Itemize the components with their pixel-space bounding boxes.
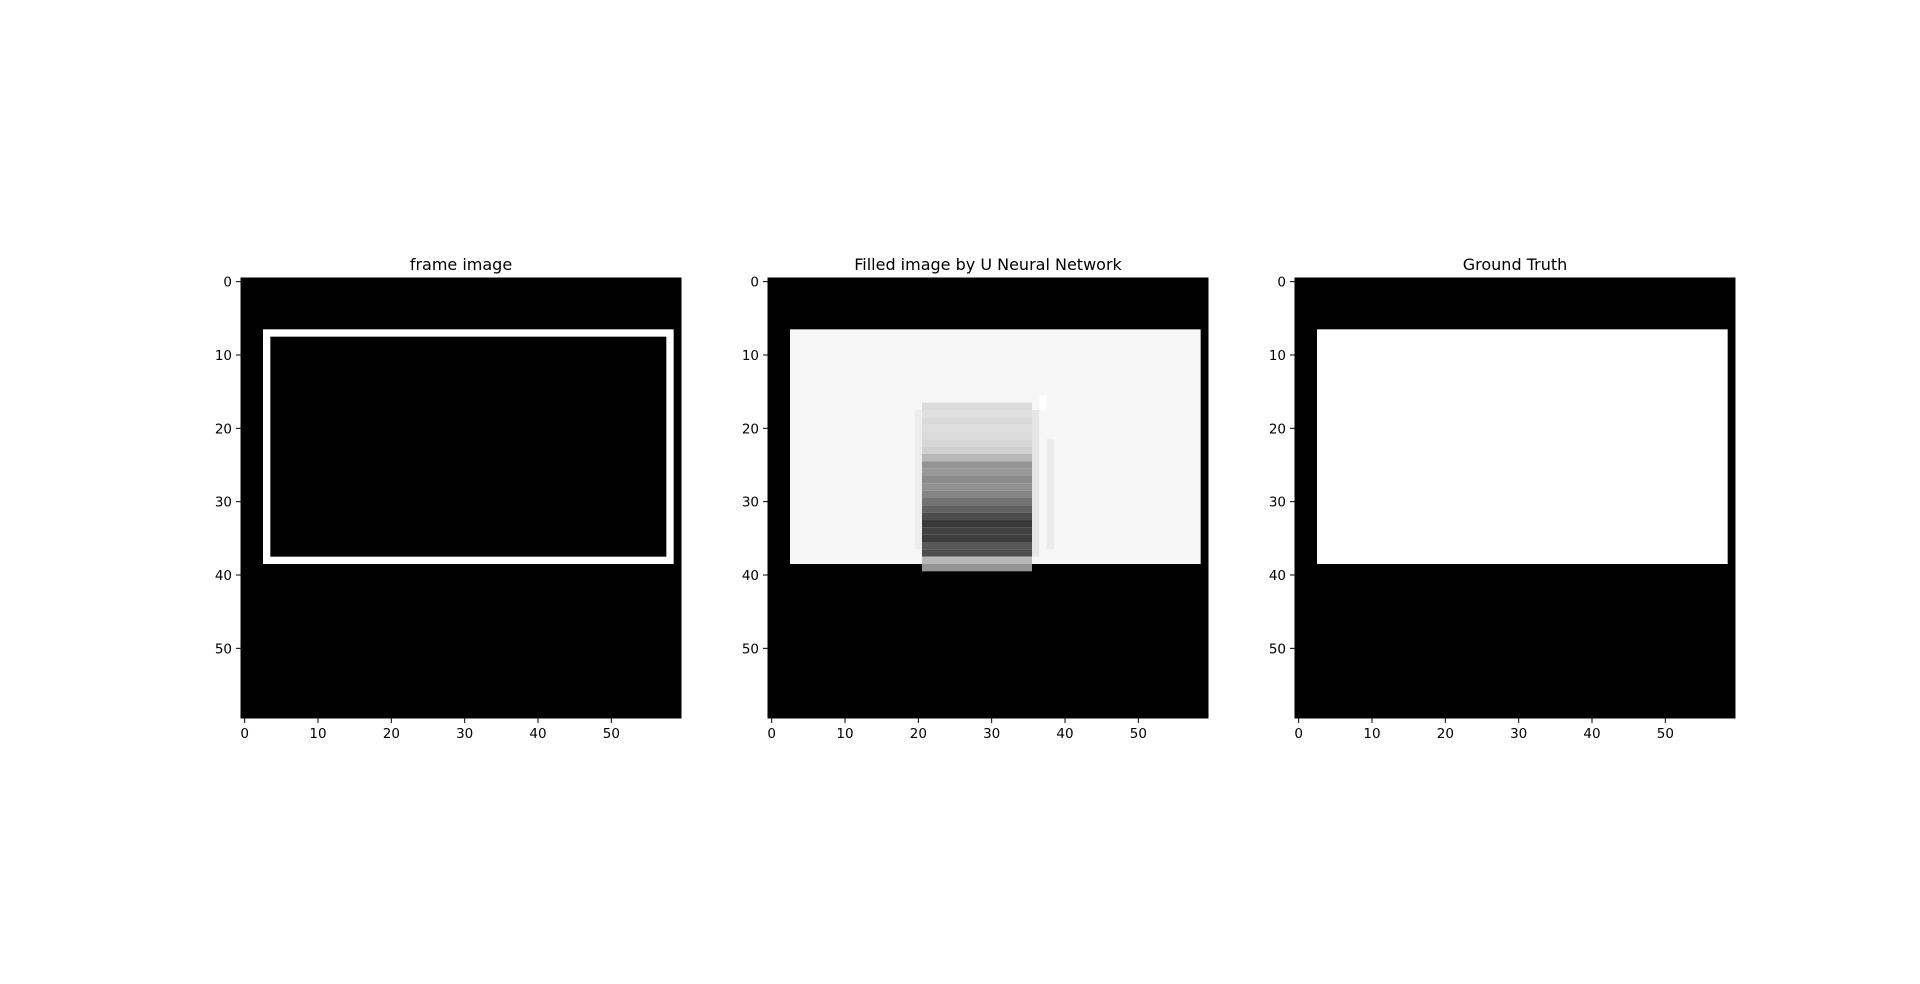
heatmap-cell-block	[922, 454, 1032, 462]
y-tick-label: 20	[1269, 421, 1286, 437]
x-tick-label: 40	[529, 726, 546, 742]
y-tick-label: 40	[742, 568, 759, 584]
heatmap-ground-truth	[1295, 278, 1735, 718]
y-tick-label: 10	[1269, 348, 1286, 364]
heatmap-cell-block	[922, 439, 1032, 447]
axes-frame	[767, 277, 1209, 719]
heatmap-cell-block	[922, 446, 1032, 454]
x-tick-label: 40	[1583, 726, 1600, 742]
panel-filled-image: 0 10 20 30 40 50 0 10 20 30 40 50 Filled image by …	[742, 255, 1209, 742]
y-tick-label: 50	[215, 641, 232, 657]
y-tick-label: 0	[1277, 275, 1286, 291]
heatmap-cell-block	[922, 424, 1032, 432]
chart-title: frame image	[410, 255, 512, 274]
heatmap-cell-block	[922, 483, 1032, 491]
heatmap-cell-block	[922, 417, 1032, 425]
y-tick-label: 30	[1269, 495, 1286, 511]
y-axis: 0 10 20 30 40 50	[215, 275, 241, 657]
y-axis: 0 10 20 30 40 50	[742, 275, 768, 657]
x-axis: 0 10 20 30 40 50	[767, 718, 1147, 742]
x-tick-label: 30	[456, 726, 473, 742]
heatmap-cell-block	[1046, 439, 1054, 550]
x-tick-label: 20	[383, 726, 400, 742]
chart-title: Ground Truth	[1463, 255, 1568, 274]
x-axis: 0 10 20 30 40 50	[240, 718, 620, 742]
heatmap-cell-block	[922, 527, 1032, 535]
x-tick-label: 10	[1363, 726, 1380, 742]
y-tick-label: 10	[742, 348, 759, 364]
y-tick-label: 40	[215, 568, 232, 584]
heatmap-cell-block	[922, 505, 1032, 513]
heatmap-frame-image	[241, 278, 681, 718]
heatmap-cell-block	[922, 461, 1032, 469]
y-tick-label: 40	[1269, 568, 1286, 584]
heatmap-cell-block	[922, 534, 1032, 542]
y-tick-label: 30	[742, 495, 759, 511]
heatmap-cell-block	[270, 336, 667, 557]
y-tick-label: 0	[223, 275, 232, 291]
y-tick-label: 50	[1269, 641, 1286, 657]
heatmap-cell-block	[1317, 329, 1728, 564]
heatmap-cell-block	[922, 542, 1032, 550]
x-tick-label: 50	[603, 726, 620, 742]
heatmap-filled-image	[768, 278, 1208, 718]
y-tick-label: 10	[215, 348, 232, 364]
heatmap-cell-block	[922, 498, 1032, 506]
heatmap-cell-block	[922, 564, 1032, 572]
x-tick-label: 10	[309, 726, 326, 742]
heatmap-cell-block	[922, 556, 1032, 564]
x-tick-label: 40	[1056, 726, 1073, 742]
y-tick-label: 0	[750, 275, 759, 291]
x-tick-label: 20	[1437, 726, 1454, 742]
panel-ground-truth: 0 10 20 30 40 50 0 10 20 30 40 50 Ground Truth	[1269, 255, 1736, 742]
x-tick-label: 30	[983, 726, 1000, 742]
panel-frame-image: 0 10 20 30 40 50 0 10 20 30 40 50 frame image	[215, 255, 682, 742]
heatmap-cell-block	[922, 476, 1032, 484]
x-tick-label: 0	[1294, 726, 1303, 742]
heatmap-cell-block	[922, 549, 1032, 557]
x-tick-label: 0	[767, 726, 776, 742]
chart-title: Filled image by U Neural Network	[854, 255, 1122, 274]
heatmap-cell-block	[922, 512, 1032, 520]
x-tick-label: 20	[910, 726, 927, 742]
x-axis: 0 10 20 30 40 50	[1294, 718, 1674, 742]
heatmap-cell-block	[922, 410, 1032, 418]
heatmap-cell-block	[1032, 410, 1040, 557]
y-tick-label: 20	[215, 421, 232, 437]
heatmap-cell-block	[922, 520, 1032, 528]
heatmap-cell-block	[922, 402, 1032, 410]
y-axis: 0 10 20 30 40 50	[1269, 275, 1295, 657]
y-tick-label: 20	[742, 421, 759, 437]
heatmap-cell-block	[922, 468, 1032, 476]
x-tick-label: 0	[240, 726, 249, 742]
heatmap-cell-block	[922, 432, 1032, 440]
x-tick-label: 50	[1657, 726, 1674, 742]
y-tick-label: 30	[215, 495, 232, 511]
x-tick-label: 50	[1130, 726, 1147, 742]
axes-frame	[1294, 277, 1736, 719]
heatmap-cell-block	[922, 490, 1032, 498]
heatmap-cell-block	[914, 410, 922, 550]
y-tick-label: 50	[742, 641, 759, 657]
x-tick-label: 30	[1510, 726, 1527, 742]
axes-frame	[240, 277, 682, 719]
x-tick-label: 10	[836, 726, 853, 742]
heatmap-cell-block	[1039, 395, 1047, 410]
